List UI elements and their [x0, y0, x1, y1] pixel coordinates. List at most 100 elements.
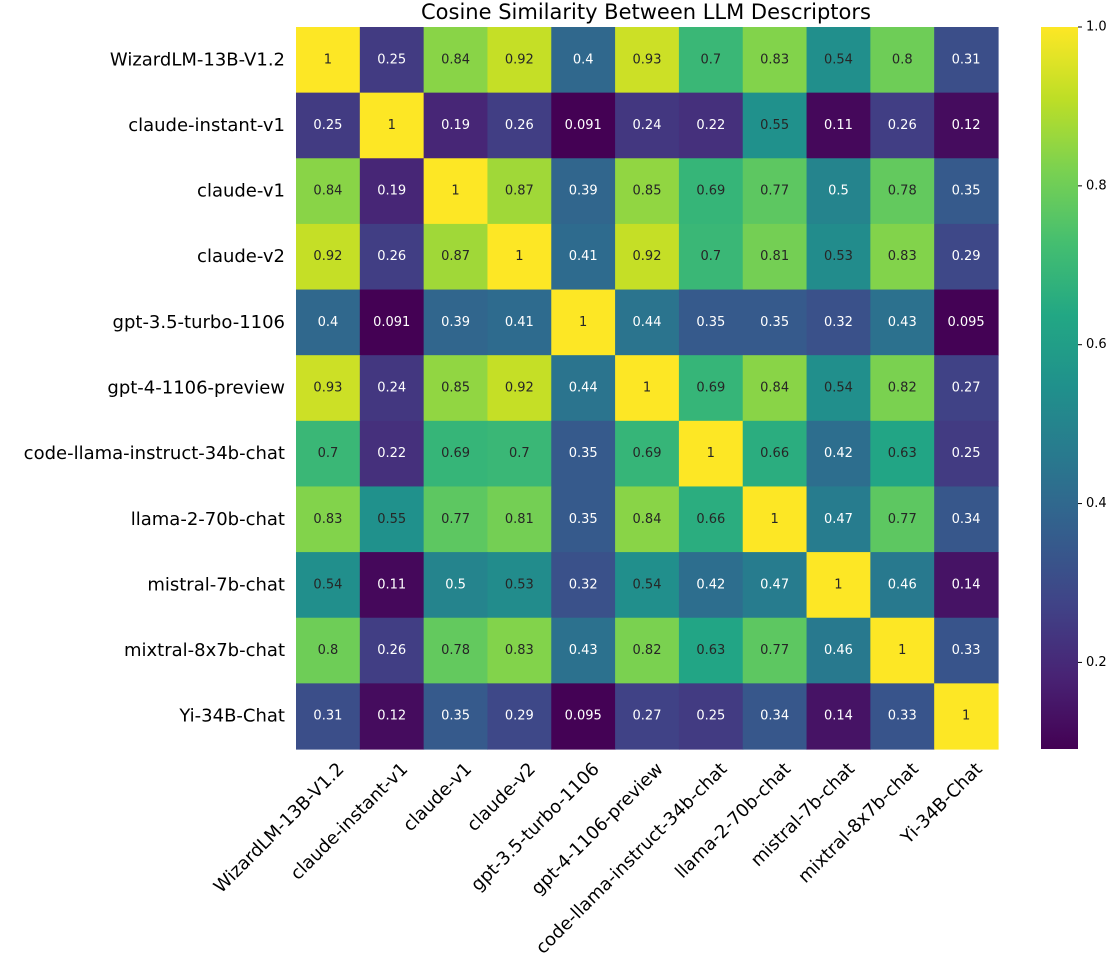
- heatmap-cell-5-3: [487, 355, 552, 422]
- cell-value-label-2-1: 0.19: [377, 184, 406, 199]
- cell-value-label-7-7: 1: [770, 512, 778, 527]
- heatmap-cell-10-7: [742, 683, 808, 750]
- heatmap-cell-1-9: [870, 92, 935, 159]
- cell-value-label-10-1: 0.12: [377, 709, 406, 724]
- heatmap-cell-9-2: [423, 617, 489, 684]
- heatmap-cell-8-10: [934, 552, 999, 619]
- heatmap-cell-4-4: [551, 289, 616, 356]
- cell-value-label-0-0: 1: [324, 52, 332, 67]
- heatmap-cell-0-6: [678, 27, 744, 94]
- x-tick-label-2: claude-v1: [399, 759, 476, 836]
- cell-value-label-6-0: 0.7: [318, 446, 339, 461]
- heatmap-cell-8-0: [296, 552, 361, 619]
- heatmap-cell-9-4: [551, 617, 616, 684]
- cell-value-label-4-6: 0.35: [696, 315, 725, 330]
- cell-value-label-5-5: 1: [643, 381, 651, 396]
- cell-value-label-1-5: 0.24: [633, 118, 662, 133]
- heatmap-cell-5-4: [551, 355, 616, 422]
- cell-value-label-0-7: 0.83: [760, 52, 789, 67]
- cell-value-label-2-0: 0.84: [313, 184, 342, 199]
- cell-value-label-8-10: 0.14: [952, 577, 981, 592]
- heatmap-cell-0-1: [359, 27, 425, 94]
- cell-value-label-7-1: 0.55: [377, 512, 406, 527]
- cell-value-label-9-8: 0.46: [824, 643, 853, 658]
- cell-value-label-8-0: 0.54: [313, 577, 342, 592]
- heatmap-cell-1-4: [551, 92, 616, 159]
- heatmap-cell-6-3: [487, 420, 552, 488]
- chart-title: Cosine Similarity Between LLM Descriptor…: [421, 0, 871, 24]
- heatmap-cell-1-1: [359, 92, 425, 159]
- cell-value-label-9-9: 1: [898, 643, 906, 658]
- heatmap-cell-5-10: [934, 355, 999, 422]
- colorbar-tick-label-0: 0.2: [1086, 655, 1107, 670]
- heatmap-cell-9-8: [806, 617, 871, 684]
- heatmap-cell-3-0: [296, 223, 361, 291]
- heatmap-cell-5-5: [615, 355, 680, 422]
- x-tick-labels: WizardLM-13B-V1.2claude-instant-v1claude…: [210, 759, 987, 959]
- colorbar-tick-label-1: 0.4: [1086, 496, 1107, 511]
- cell-value-label-9-7: 0.77: [760, 643, 789, 658]
- heatmap-cell-6-7: [742, 420, 808, 488]
- heatmap-cell-10-1: [359, 683, 425, 750]
- heatmap-cell-10-5: [615, 683, 680, 750]
- heatmap-cell-1-10: [934, 92, 999, 159]
- cell-value-label-3-1: 0.26: [377, 249, 406, 264]
- heatmap-cell-5-6: [678, 355, 744, 422]
- cell-value-label-8-6: 0.42: [696, 577, 725, 592]
- cell-value-label-5-6: 0.69: [696, 381, 725, 396]
- heatmap-cell-10-6: [678, 683, 744, 750]
- y-tick-label-10: Yi-34B-Chat: [178, 706, 285, 727]
- cell-value-label-4-2: 0.39: [441, 315, 470, 330]
- heatmap-cell-4-3: [487, 289, 552, 356]
- heatmap-cell-2-3: [487, 158, 552, 225]
- cell-value-label-4-1: 0.091: [373, 315, 410, 330]
- heatmap-cell-2-2: [423, 158, 489, 225]
- heatmap-cell-8-9: [870, 552, 935, 619]
- cell-value-label-9-2: 0.78: [441, 643, 470, 658]
- cell-value-label-1-6: 0.22: [696, 118, 725, 133]
- cell-value-label-3-0: 0.92: [313, 249, 342, 264]
- cell-value-label-6-1: 0.22: [377, 446, 406, 461]
- heatmap-cell-8-7: [742, 552, 808, 619]
- cell-value-label-4-10: 0.095: [947, 315, 984, 330]
- cell-value-label-1-9: 0.26: [888, 118, 917, 133]
- heatmap-cell-0-5: [615, 27, 680, 94]
- cell-value-label-7-6: 0.66: [696, 512, 725, 527]
- heatmap-cell-10-4: [551, 683, 616, 750]
- cell-value-label-8-7: 0.47: [760, 577, 789, 592]
- heatmap-cell-10-2: [423, 683, 489, 750]
- heatmap-cell-0-3: [487, 27, 552, 94]
- heatmap-cell-9-1: [359, 617, 425, 684]
- cell-value-label-3-5: 0.92: [633, 249, 662, 264]
- heatmap-cell-6-1: [359, 420, 425, 488]
- cell-value-label-10-6: 0.25: [696, 709, 725, 724]
- cell-value-label-9-3: 0.83: [505, 643, 534, 658]
- cell-value-label-9-10: 0.33: [952, 643, 981, 658]
- heatmap-cell-8-2: [423, 552, 489, 619]
- heatmap-cell-2-6: [678, 158, 744, 225]
- heatmap-cell-8-4: [551, 552, 616, 619]
- cell-value-label-0-9: 0.8: [892, 52, 913, 67]
- heatmap-cell-2-4: [551, 158, 616, 225]
- heatmap-cell-3-1: [359, 223, 425, 291]
- colorbar-tick-label-2: 0.6: [1086, 337, 1107, 352]
- heatmap-cell-4-6: [678, 289, 744, 356]
- heatmap-cell-8-1: [359, 552, 425, 619]
- x-tick-label-9: mixtral-8x7b-chat: [794, 759, 923, 888]
- cell-value-label-6-7: 0.66: [760, 446, 789, 461]
- cell-value-label-5-8: 0.54: [824, 381, 853, 396]
- cell-value-label-8-2: 0.5: [445, 577, 466, 592]
- cell-value-label-7-0: 0.83: [313, 512, 342, 527]
- heatmap-cell-6-10: [934, 420, 999, 488]
- cell-value-label-5-3: 0.92: [505, 381, 534, 396]
- heatmap-cell-9-6: [678, 617, 744, 684]
- heatmap-cell-5-9: [870, 355, 935, 422]
- heatmap-cell-10-8: [806, 683, 871, 750]
- cell-value-label-0-1: 0.25: [377, 52, 406, 67]
- y-tick-label-2: claude-v1: [197, 181, 285, 202]
- heatmap-cell-3-6: [678, 223, 744, 291]
- heatmap-cell-7-5: [615, 486, 680, 553]
- cell-value-label-8-9: 0.46: [888, 577, 917, 592]
- heatmap-cell-10-0: [296, 683, 361, 750]
